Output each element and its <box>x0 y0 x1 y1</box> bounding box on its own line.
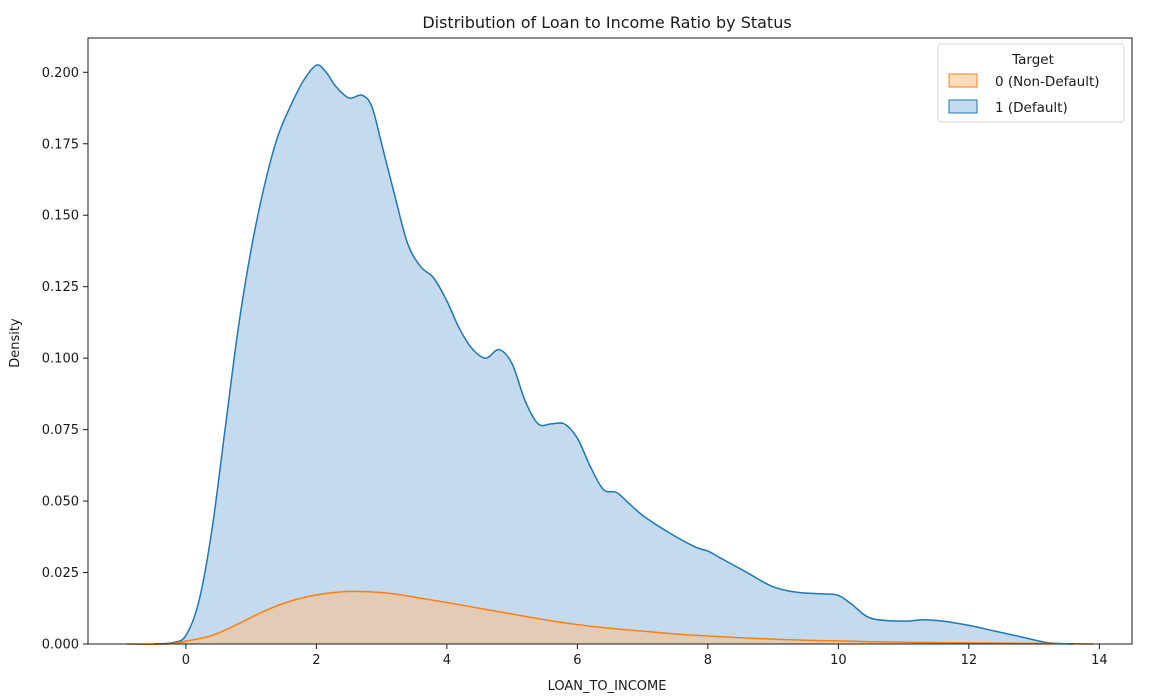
chart-title: Distribution of Loan to Income Ratio by … <box>422 13 791 32</box>
x-tick-label: 10 <box>830 653 847 668</box>
legend-swatch-default <box>948 99 978 114</box>
x-axis-title: LOAN_TO_INCOME <box>548 679 667 694</box>
y-tick-label: 0.100 <box>42 352 79 367</box>
y-tick-label: 0.000 <box>42 638 79 653</box>
y-tick-label: 0.125 <box>42 280 79 295</box>
y-tick-label: 0.025 <box>42 566 79 581</box>
x-tick-label: 2 <box>312 653 320 668</box>
y-axis-ticks: 0.000 0.025 0.050 0.075 0.100 0.125 0.150 0.175… <box>42 66 88 653</box>
y-tick-label: 0.200 <box>42 66 79 81</box>
y-tick-label: 0.050 <box>42 495 79 510</box>
legend-swatch-non-default <box>948 73 978 88</box>
density-areas <box>127 64 1093 645</box>
legend-title: Target <box>1011 52 1054 68</box>
plot-frame <box>87 37 1133 645</box>
legend: Target 0 (Non-Default) 1 (Default) <box>937 43 1125 123</box>
x-axis-ticks: 0 2 4 6 8 10 12 14 <box>182 644 1108 668</box>
x-tick-label: 6 <box>573 653 581 668</box>
x-tick-label: 0 <box>182 653 190 668</box>
area-fill-default <box>153 64 1074 644</box>
density-line-non-default <box>127 590 1093 645</box>
x-tick-label: 4 <box>443 653 451 668</box>
density-line-default <box>153 64 1074 645</box>
x-tick-label: 12 <box>961 653 978 668</box>
legend-label-default: 1 (Default) <box>995 100 1068 116</box>
x-tick-label: 8 <box>704 653 712 668</box>
y-tick-label: 0.150 <box>42 209 79 224</box>
area-fill-non-default <box>127 591 1093 645</box>
y-axis-title: Density <box>8 318 23 368</box>
legend-label-non-default: 0 (Non-Default) <box>995 74 1100 90</box>
y-tick-label: 0.075 <box>42 423 79 438</box>
legend-box <box>937 43 1125 123</box>
x-tick-label: 14 <box>1091 653 1108 668</box>
y-tick-label: 0.175 <box>42 137 79 152</box>
